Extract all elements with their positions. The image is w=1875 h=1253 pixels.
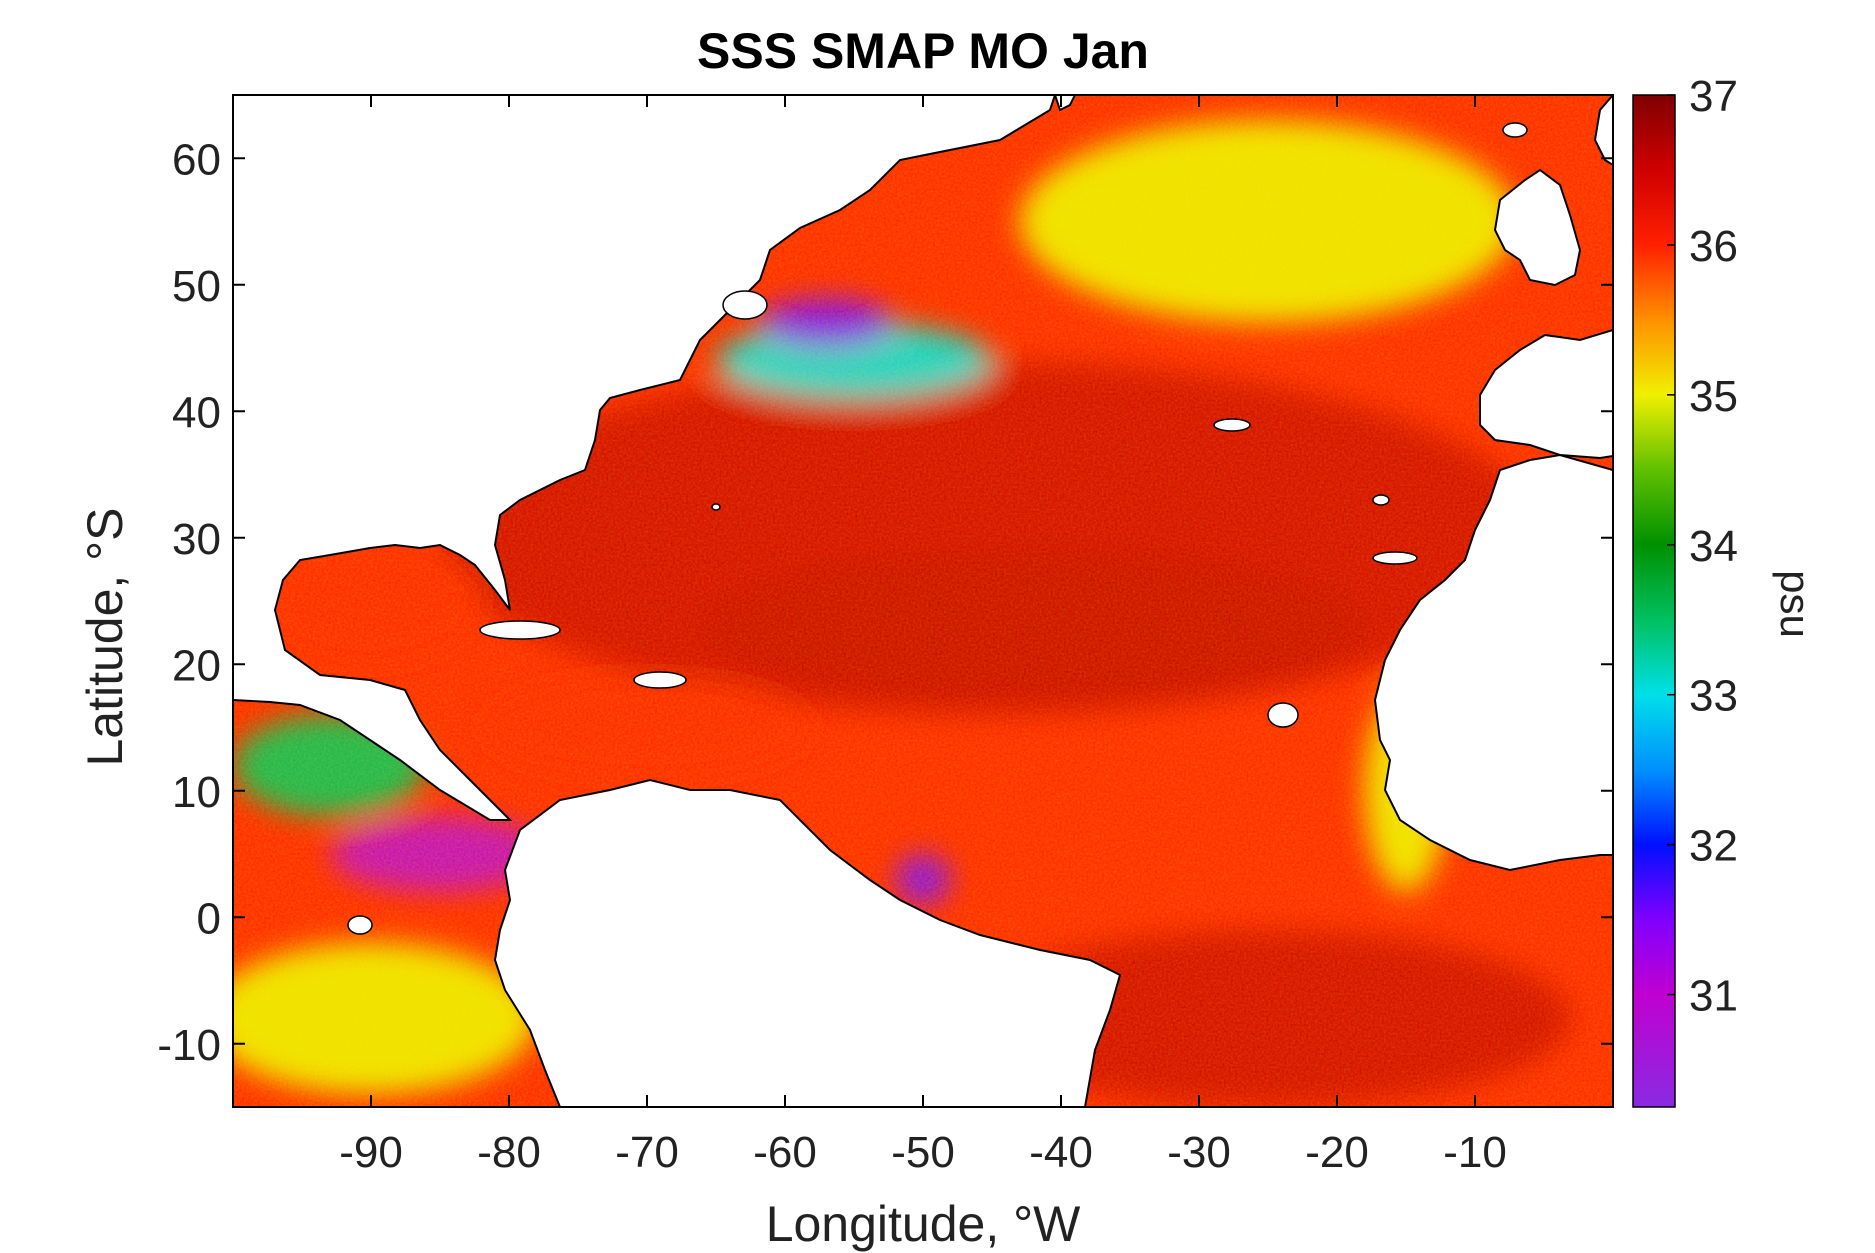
scandinavia-edge [1593, 95, 1613, 167]
colorbar-tick-label: 31 [1689, 972, 1738, 1021]
colorbar-frame [1632, 94, 1676, 1108]
x-tick-label: -80 [477, 1128, 541, 1177]
x-tick-label: -30 [1167, 1128, 1231, 1177]
newfoundland-island [722, 290, 768, 320]
colorbar-tick-label: 34 [1689, 522, 1738, 571]
x-tick-label: -60 [753, 1128, 817, 1177]
x-tick-label: -10 [1443, 1128, 1507, 1177]
land-masses [233, 95, 1613, 1107]
x-tick-label: -50 [891, 1128, 955, 1177]
colorbar-tick-label: 35 [1689, 372, 1738, 421]
canary-islands [1372, 551, 1418, 565]
colorbar-scale [1633, 95, 1675, 1107]
y-axis: -10 0 10 20 30 40 50 60 [157, 135, 1613, 1070]
x-tick-label: -70 [615, 1128, 679, 1177]
south-america-landmass [493, 778, 1122, 1107]
y-axis-label: Latitude, °S [77, 507, 133, 767]
y-tick-label: -10 [157, 1021, 221, 1070]
x-tick-label: -90 [339, 1128, 403, 1177]
iceland-island [1502, 122, 1528, 138]
y-tick-label: 60 [172, 135, 221, 184]
azores-islands [1213, 418, 1251, 432]
islands [347, 122, 1528, 935]
y-tick-label: 40 [172, 388, 221, 437]
colorbar-label: psu [1772, 570, 1819, 638]
africa-landmass [1373, 453, 1613, 872]
cape-verde-islands [1267, 702, 1299, 728]
north-america-landmass [233, 95, 1057, 821]
map-title: SSS SMAP MO Jan [697, 23, 1149, 79]
british-isles-landmass [1493, 168, 1582, 287]
x-tick-label: -40 [1029, 1128, 1093, 1177]
colorbar-tick-label: 32 [1689, 822, 1738, 871]
y-tick-label: 20 [172, 641, 221, 690]
colorbar-tick-label: 37 [1689, 72, 1738, 121]
bermuda-island [711, 503, 721, 511]
y-tick-label: 10 [172, 768, 221, 817]
x-axis-label: Longitude, °W [765, 1196, 1081, 1252]
madeira-island [1372, 494, 1390, 506]
iberia-landmass [1479, 328, 1613, 460]
y-tick-label: 50 [172, 262, 221, 311]
hispaniola-island [633, 671, 687, 689]
plot-area [233, 95, 1613, 1107]
x-tick-label: -20 [1305, 1128, 1369, 1177]
colorbar-ticks: 31 32 33 34 35 36 37 [1667, 72, 1738, 1021]
y-tick-label: 0 [197, 894, 221, 943]
colorbar-tick-label: 33 [1689, 672, 1738, 721]
cuba-island [479, 620, 561, 640]
x-axis: -90 -80 -70 -60 -50 -40 -30 -20 -10 [339, 95, 1507, 1177]
galapagos-islands [347, 915, 373, 935]
colorbar: 31 32 33 34 35 36 37 [1632, 72, 1738, 1108]
y-tick-label: 30 [172, 515, 221, 564]
colorbar-tick-label: 36 [1689, 222, 1738, 271]
